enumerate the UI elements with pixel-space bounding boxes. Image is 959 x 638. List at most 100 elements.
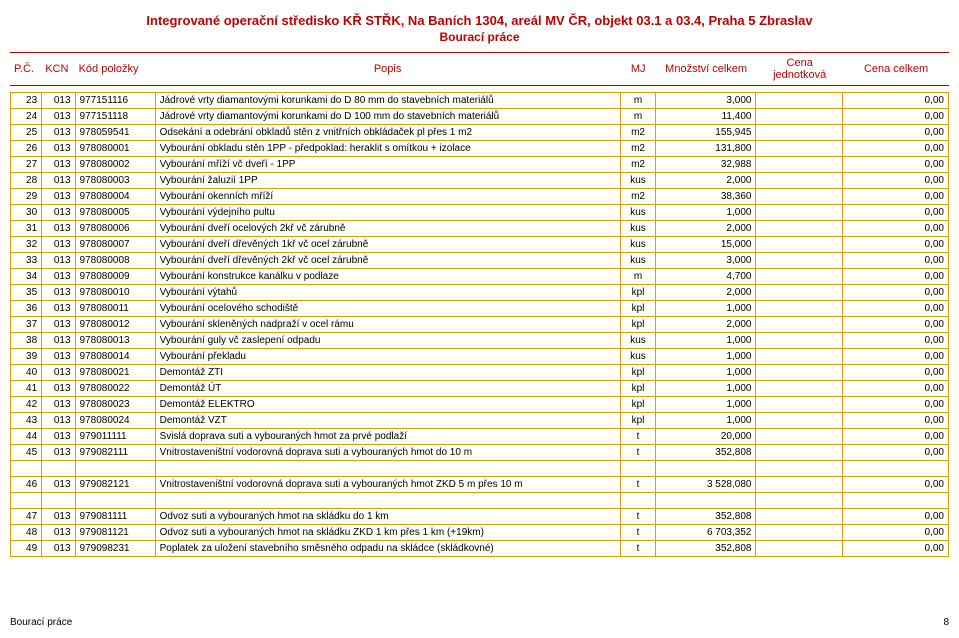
cell-pc: 34	[11, 269, 42, 285]
cell-mj: kpl	[620, 317, 656, 333]
cell-mnozstvi: 2,000	[656, 317, 756, 333]
cell-mj: t	[620, 429, 656, 445]
col-kod: Kód položky	[75, 53, 155, 86]
spacer-row	[11, 461, 949, 477]
cell-mnozstvi: 20,000	[656, 429, 756, 445]
cell-cena-j	[756, 173, 843, 189]
cell-mj: kpl	[620, 285, 656, 301]
cell-kcn: 013	[42, 413, 75, 429]
cell-cena-c: 0,00	[843, 269, 949, 285]
table-row: 39013978080014Vybourání překladukus1,000…	[11, 349, 949, 365]
cell-kod: 978080023	[75, 397, 155, 413]
cell-mj: kpl	[620, 381, 656, 397]
cell-mj: kpl	[620, 397, 656, 413]
cell-cena-c: 0,00	[843, 509, 949, 525]
cell-popis: Demontáž ZTI	[155, 365, 620, 381]
cell-cena-c: 0,00	[843, 525, 949, 541]
cell-mj: t	[620, 541, 656, 557]
cell-cena-c: 0,00	[843, 253, 949, 269]
cell-mnozstvi: 1,000	[656, 413, 756, 429]
table-row: 37013978080012Vybourání skleněných nadpr…	[11, 317, 949, 333]
cell-kcn: 013	[42, 205, 75, 221]
cell-mj: m2	[620, 141, 656, 157]
cell-mj: kus	[620, 333, 656, 349]
cell-cena-c: 0,00	[843, 125, 949, 141]
cell-kod: 978080021	[75, 365, 155, 381]
cell-cena-c: 0,00	[843, 109, 949, 125]
cell-kod: 978080024	[75, 413, 155, 429]
col-mj: MJ	[620, 53, 656, 86]
cell-kod: 979082111	[75, 445, 155, 461]
spacer-cell	[42, 461, 75, 477]
spacer-cell	[42, 493, 75, 509]
spacer-cell	[620, 461, 656, 477]
cell-cena-j	[756, 189, 843, 205]
cell-cena-j	[756, 381, 843, 397]
cell-kcn: 013	[42, 477, 75, 493]
cell-pc: 32	[11, 237, 42, 253]
cell-mnozstvi: 1,000	[656, 349, 756, 365]
cell-kcn: 013	[42, 333, 75, 349]
cell-cena-j	[756, 221, 843, 237]
footer: Bourací práce 8	[10, 617, 949, 628]
col-pc: P.Č.	[10, 53, 41, 86]
table-row: 23013977151116Jádrové vrty diamantovými …	[11, 93, 949, 109]
table-row: 31013978080006Vybourání dveří ocelových …	[11, 221, 949, 237]
cell-popis: Vybourání dveří dřevěných 1kř vč ocel zá…	[155, 237, 620, 253]
cell-cena-c: 0,00	[843, 189, 949, 205]
cell-popis: Demontáž ELEKTRO	[155, 397, 620, 413]
cell-kcn: 013	[42, 189, 75, 205]
table-row: 28013978080003Vybourání žaluzií 1PPkus2,…	[11, 173, 949, 189]
cell-mnozstvi: 1,000	[656, 333, 756, 349]
cell-kod: 979082121	[75, 477, 155, 493]
cell-pc: 44	[11, 429, 42, 445]
cell-popis: Vybourání žaluzií 1PP	[155, 173, 620, 189]
cell-popis: Jádrové vrty diamantovými korunkami do D…	[155, 93, 620, 109]
spacer-cell	[155, 493, 620, 509]
cell-cena-j	[756, 125, 843, 141]
table-row: 29013978080004Vybourání okenních mřížím2…	[11, 189, 949, 205]
cell-mnozstvi: 3,000	[656, 93, 756, 109]
cell-popis: Vnitrostaveništní vodorovná doprava suti…	[155, 445, 620, 461]
table-row: 30013978080005Vybourání výdejního pultuk…	[11, 205, 949, 221]
cell-popis: Odvoz suti a vybouraných hmot na skládku…	[155, 509, 620, 525]
cell-kod: 978080005	[75, 205, 155, 221]
cell-cena-j	[756, 429, 843, 445]
cell-cena-c: 0,00	[843, 301, 949, 317]
cell-mj: kus	[620, 205, 656, 221]
cell-mnozstvi: 32,988	[656, 157, 756, 173]
cell-kcn: 013	[42, 285, 75, 301]
cell-cena-c: 0,00	[843, 333, 949, 349]
cell-pc: 37	[11, 317, 42, 333]
cell-mnozstvi: 6 703,352	[656, 525, 756, 541]
cell-pc: 49	[11, 541, 42, 557]
cell-pc: 41	[11, 381, 42, 397]
spacer-cell	[75, 461, 155, 477]
cell-mnozstvi: 2,000	[656, 221, 756, 237]
spacer-cell	[11, 461, 42, 477]
cell-cena-c: 0,00	[843, 477, 949, 493]
column-header-table: P.Č. KCN Kód položky Popis MJ Množství c…	[10, 52, 949, 86]
cell-pc: 28	[11, 173, 42, 189]
cell-kod: 977151118	[75, 109, 155, 125]
cell-popis: Jádrové vrty diamantovými korunkami do D…	[155, 109, 620, 125]
cell-pc: 47	[11, 509, 42, 525]
cell-cena-c: 0,00	[843, 237, 949, 253]
cell-kcn: 013	[42, 349, 75, 365]
cell-cena-c: 0,00	[843, 429, 949, 445]
table-row: 38013978080013Vybourání guly vč zaslepen…	[11, 333, 949, 349]
cell-kod: 978080007	[75, 237, 155, 253]
cell-popis: Svislá doprava suti a vybouraných hmot z…	[155, 429, 620, 445]
cell-cena-c: 0,00	[843, 205, 949, 221]
cell-mj: kus	[620, 173, 656, 189]
cell-mj: kpl	[620, 365, 656, 381]
cell-cena-c: 0,00	[843, 541, 949, 557]
cell-popis: Poplatek za uložení stavebního směsného …	[155, 541, 620, 557]
cell-kod: 978080013	[75, 333, 155, 349]
col-kcn: KCN	[41, 53, 74, 86]
cell-kod: 978080011	[75, 301, 155, 317]
spacer-cell	[656, 461, 756, 477]
cell-kod: 979011111	[75, 429, 155, 445]
cell-cena-j	[756, 397, 843, 413]
cell-kcn: 013	[42, 301, 75, 317]
